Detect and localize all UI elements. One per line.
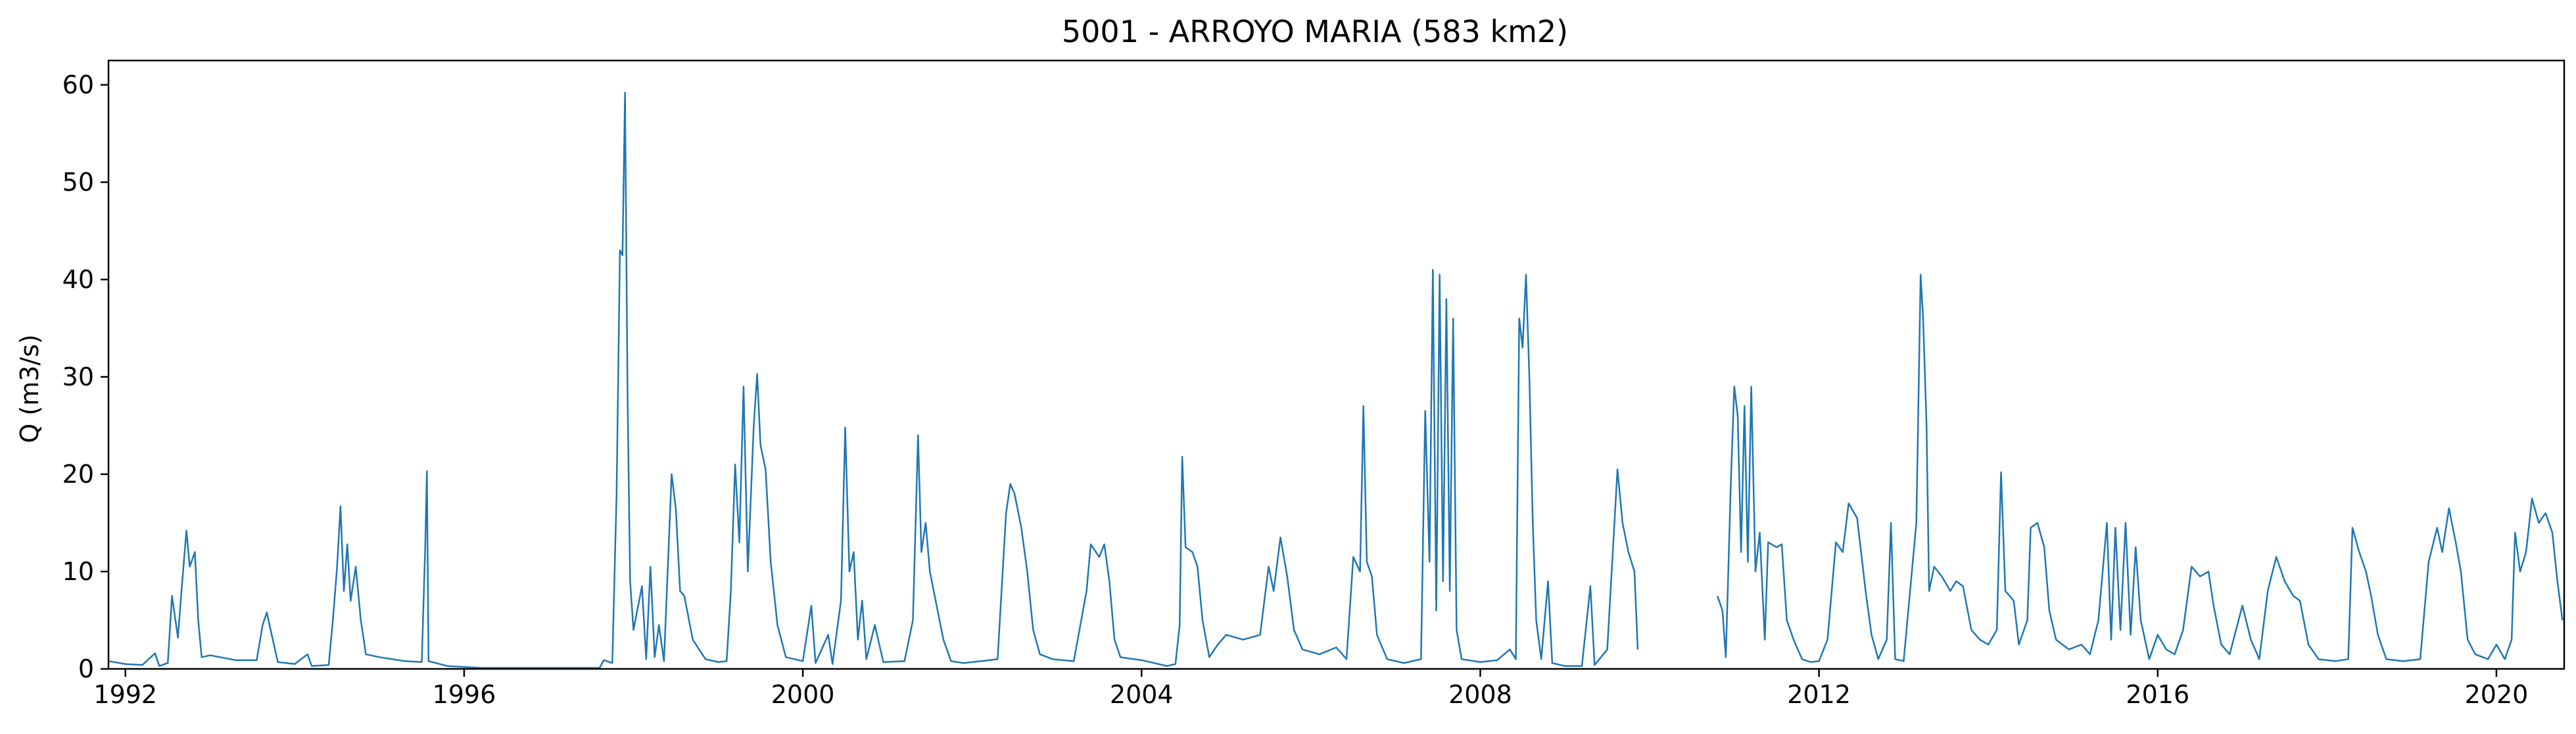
plot-area-frame — [107, 59, 2565, 670]
x-tick-label: 2000 — [771, 680, 835, 709]
y-tick-label: 60 — [62, 70, 94, 99]
series-line-segment-2 — [1716, 274, 2564, 663]
y-tick-label: 50 — [62, 168, 94, 197]
x-tick-label: 2016 — [2126, 680, 2189, 709]
y-tick-label: 20 — [62, 460, 94, 489]
ticks-group: 1992 1996 2000 2004 2008 2012 2016 2020 0 10 20 30 4… — [62, 70, 2529, 709]
y-tick-label: 10 — [62, 557, 94, 586]
y-tick-label: 0 — [78, 654, 94, 683]
series-line-segment-1 — [108, 91, 1639, 669]
y-axis-label: Q (m3/s) — [15, 334, 44, 443]
x-tick-label: 2004 — [1110, 680, 1174, 709]
x-tick-label: 1996 — [433, 680, 496, 709]
y-tick-label: 30 — [62, 362, 94, 391]
x-tick-label: 2020 — [2465, 680, 2529, 709]
chart-title: 5001 - ARROYO MARIA (583 km2) — [1062, 14, 1568, 49]
x-tick-label: 2012 — [1787, 680, 1851, 709]
x-tick-label: 1992 — [93, 680, 157, 709]
y-tick-label: 40 — [62, 265, 94, 294]
series-group — [108, 91, 2564, 669]
x-tick-label: 2008 — [1448, 680, 1512, 709]
